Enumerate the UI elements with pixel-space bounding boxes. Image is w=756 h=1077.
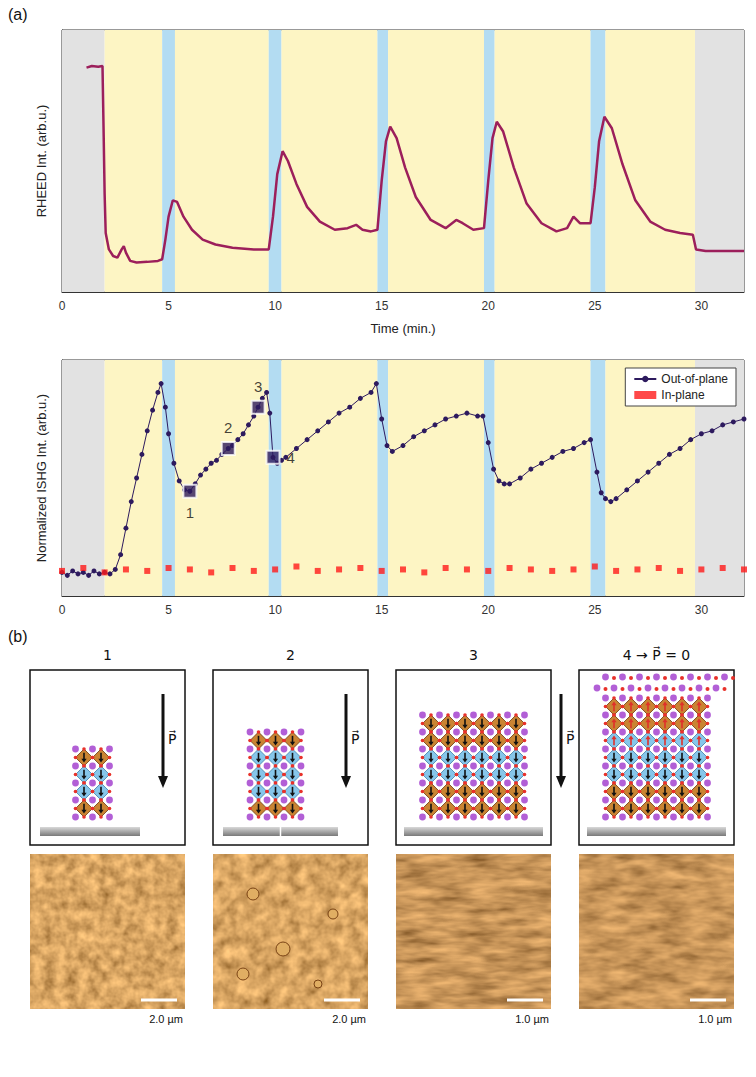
svg-text:3: 3 — [469, 647, 478, 663]
svg-text:10: 10 — [268, 299, 282, 313]
svg-text:P⃗: P⃗ — [566, 730, 574, 747]
svg-text:P⃗: P⃗ — [351, 730, 359, 747]
svg-text:Out-of-plane: Out-of-plane — [661, 372, 728, 386]
svg-text:1.0 µm: 1.0 µm — [698, 1013, 732, 1025]
svg-text:20: 20 — [482, 603, 496, 617]
svg-text:15: 15 — [375, 603, 389, 617]
svg-text:0: 0 — [59, 299, 66, 313]
svg-text:15: 15 — [375, 299, 389, 313]
svg-text:Normalized ISHG Int. (arb.u.): Normalized ISHG Int. (arb.u.) — [34, 394, 49, 562]
svg-text:(b): (b) — [8, 628, 28, 645]
svg-text:30: 30 — [695, 603, 709, 617]
svg-text:In-plane: In-plane — [661, 388, 705, 402]
svg-text:(a): (a) — [8, 6, 28, 23]
svg-text:5: 5 — [165, 299, 172, 313]
svg-text:5: 5 — [165, 603, 172, 617]
svg-text:RHEED Int. (arb.u.): RHEED Int. (arb.u.) — [34, 105, 49, 218]
svg-text:0: 0 — [59, 603, 66, 617]
svg-text:2.0 µm: 2.0 µm — [149, 1013, 183, 1025]
svg-text:1: 1 — [103, 647, 112, 663]
svg-text:30: 30 — [695, 299, 709, 313]
svg-text:4: 4 — [286, 449, 294, 466]
svg-text:25: 25 — [588, 603, 602, 617]
svg-text:2: 2 — [286, 647, 295, 663]
svg-text:4 → P⃗ = 0: 4 → P⃗ = 0 — [623, 646, 691, 663]
svg-text:20: 20 — [482, 299, 496, 313]
svg-text:10: 10 — [268, 603, 282, 617]
svg-text:Time (min.): Time (min.) — [370, 321, 435, 336]
svg-text:3: 3 — [254, 378, 262, 395]
svg-text:2.0 µm: 2.0 µm — [332, 1013, 366, 1025]
svg-text:25: 25 — [588, 299, 602, 313]
svg-text:P⃗: P⃗ — [168, 730, 176, 747]
svg-text:1: 1 — [186, 504, 194, 521]
svg-text:2: 2 — [224, 419, 232, 436]
svg-text:1.0 µm: 1.0 µm — [515, 1013, 549, 1025]
